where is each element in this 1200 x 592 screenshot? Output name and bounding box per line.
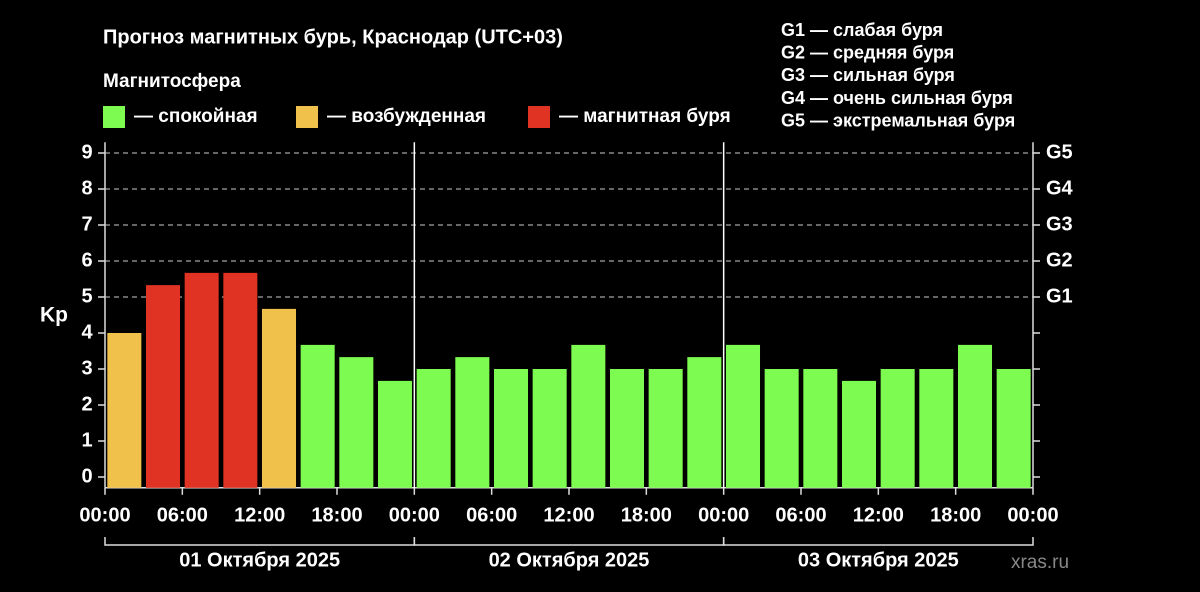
bar: [184, 272, 219, 488]
x-tick-label: 00:00: [389, 504, 440, 526]
bar: [300, 344, 335, 488]
x-tick-label: 00:00: [698, 504, 749, 526]
y-tick-label: 0: [81, 465, 92, 487]
bar: [493, 369, 529, 488]
y-tick-label: 2: [81, 393, 92, 415]
y-tick-label: 7: [81, 213, 92, 235]
storm-level: G3 — сильная буря: [781, 65, 955, 85]
bar: [377, 380, 413, 488]
bar: [416, 369, 451, 488]
bar: [455, 357, 490, 488]
legend-swatch: [296, 106, 318, 128]
y2-tick-label: G1: [1046, 285, 1073, 307]
y2-tick-label: G3: [1046, 213, 1073, 235]
legend-swatch: [528, 106, 550, 128]
y-axis-label: Kp: [40, 304, 68, 327]
x-tick-label: 12:00: [853, 504, 904, 526]
bar: [687, 357, 722, 488]
bar: [725, 344, 761, 488]
y-tick-label: 6: [81, 249, 92, 271]
day-bracket: [722, 537, 1034, 546]
storm-level: G4 — очень сильная буря: [781, 88, 1013, 108]
x-tick-label: 18:00: [311, 504, 362, 526]
storm-level: G5 — экстремальная буря: [781, 111, 1015, 131]
bar: [571, 344, 606, 488]
bar: [919, 369, 954, 488]
x-tick-label: 12:00: [234, 504, 285, 526]
storm-level: G1 — слабая буря: [781, 20, 943, 40]
bar: [223, 272, 258, 488]
legend-swatch: [103, 106, 125, 128]
bar: [841, 380, 877, 488]
legend-label: — возбужденная: [327, 106, 486, 127]
legend-label: — спокойная: [134, 106, 258, 127]
day-label: 01 Октября 2025: [179, 549, 340, 571]
y-tick-label: 4: [81, 321, 93, 343]
x-tick-label: 06:00: [157, 504, 208, 526]
y-tick-label: 5: [81, 285, 92, 307]
y2-tick-label: G2: [1046, 249, 1073, 271]
bar: [261, 308, 297, 488]
watermark: xras.ru: [1011, 552, 1069, 573]
x-tick-label: 18:00: [930, 504, 981, 526]
y-tick-label: 9: [81, 141, 92, 163]
y2-tick-label: G5: [1046, 141, 1073, 163]
x-tick-label: 00:00: [1007, 504, 1058, 526]
bar: [609, 369, 645, 488]
y-tick-label: 3: [81, 357, 92, 379]
storm-level: G2 — средняя буря: [781, 42, 954, 62]
bar: [996, 369, 1031, 488]
legend-title: Магнитосфера: [103, 71, 241, 92]
bar: [803, 369, 838, 488]
y-tick-label: 1: [81, 429, 92, 451]
day-bracket: [413, 537, 725, 546]
chart-title: Прогноз магнитных бурь, Краснодар (UTC+0…: [103, 26, 563, 48]
bar: [648, 369, 683, 488]
x-tick-label: 12:00: [543, 504, 594, 526]
bar: [957, 344, 993, 488]
bar: [339, 357, 374, 488]
bar: [532, 369, 567, 488]
bar: [107, 333, 142, 488]
y2-tick-label: G4: [1046, 177, 1074, 199]
day-label: 02 Октября 2025: [489, 549, 650, 571]
y-tick-label: 8: [81, 177, 92, 199]
x-tick-label: 00:00: [79, 504, 130, 526]
day-label: 03 Октября 2025: [798, 549, 959, 571]
x-tick-label: 06:00: [775, 504, 826, 526]
bar: [880, 369, 915, 488]
x-tick-label: 18:00: [621, 504, 672, 526]
bar: [764, 369, 799, 488]
bar: [145, 285, 181, 488]
day-bracket: [104, 537, 416, 546]
legend-label: — магнитная буря: [559, 106, 731, 127]
x-tick-label: 06:00: [466, 504, 517, 526]
